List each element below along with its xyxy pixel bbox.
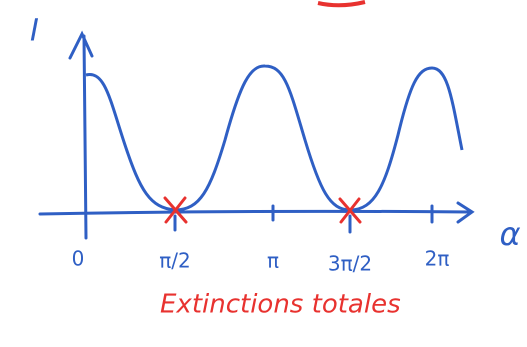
y-axis <box>84 36 86 238</box>
tick-label: 0 <box>72 247 85 271</box>
tick-label: π <box>267 249 279 273</box>
tick-label: 2π <box>425 247 450 271</box>
x-label: α <box>499 215 520 253</box>
tick-label: π/2 <box>159 249 191 273</box>
annotation: Extinctions totales <box>160 290 401 320</box>
sketch: I α 0 π/2 π 3π/2 2π Extinctions totales <box>0 0 527 347</box>
y-label: I <box>30 14 39 49</box>
tick-label: 3π/2 <box>328 252 372 276</box>
